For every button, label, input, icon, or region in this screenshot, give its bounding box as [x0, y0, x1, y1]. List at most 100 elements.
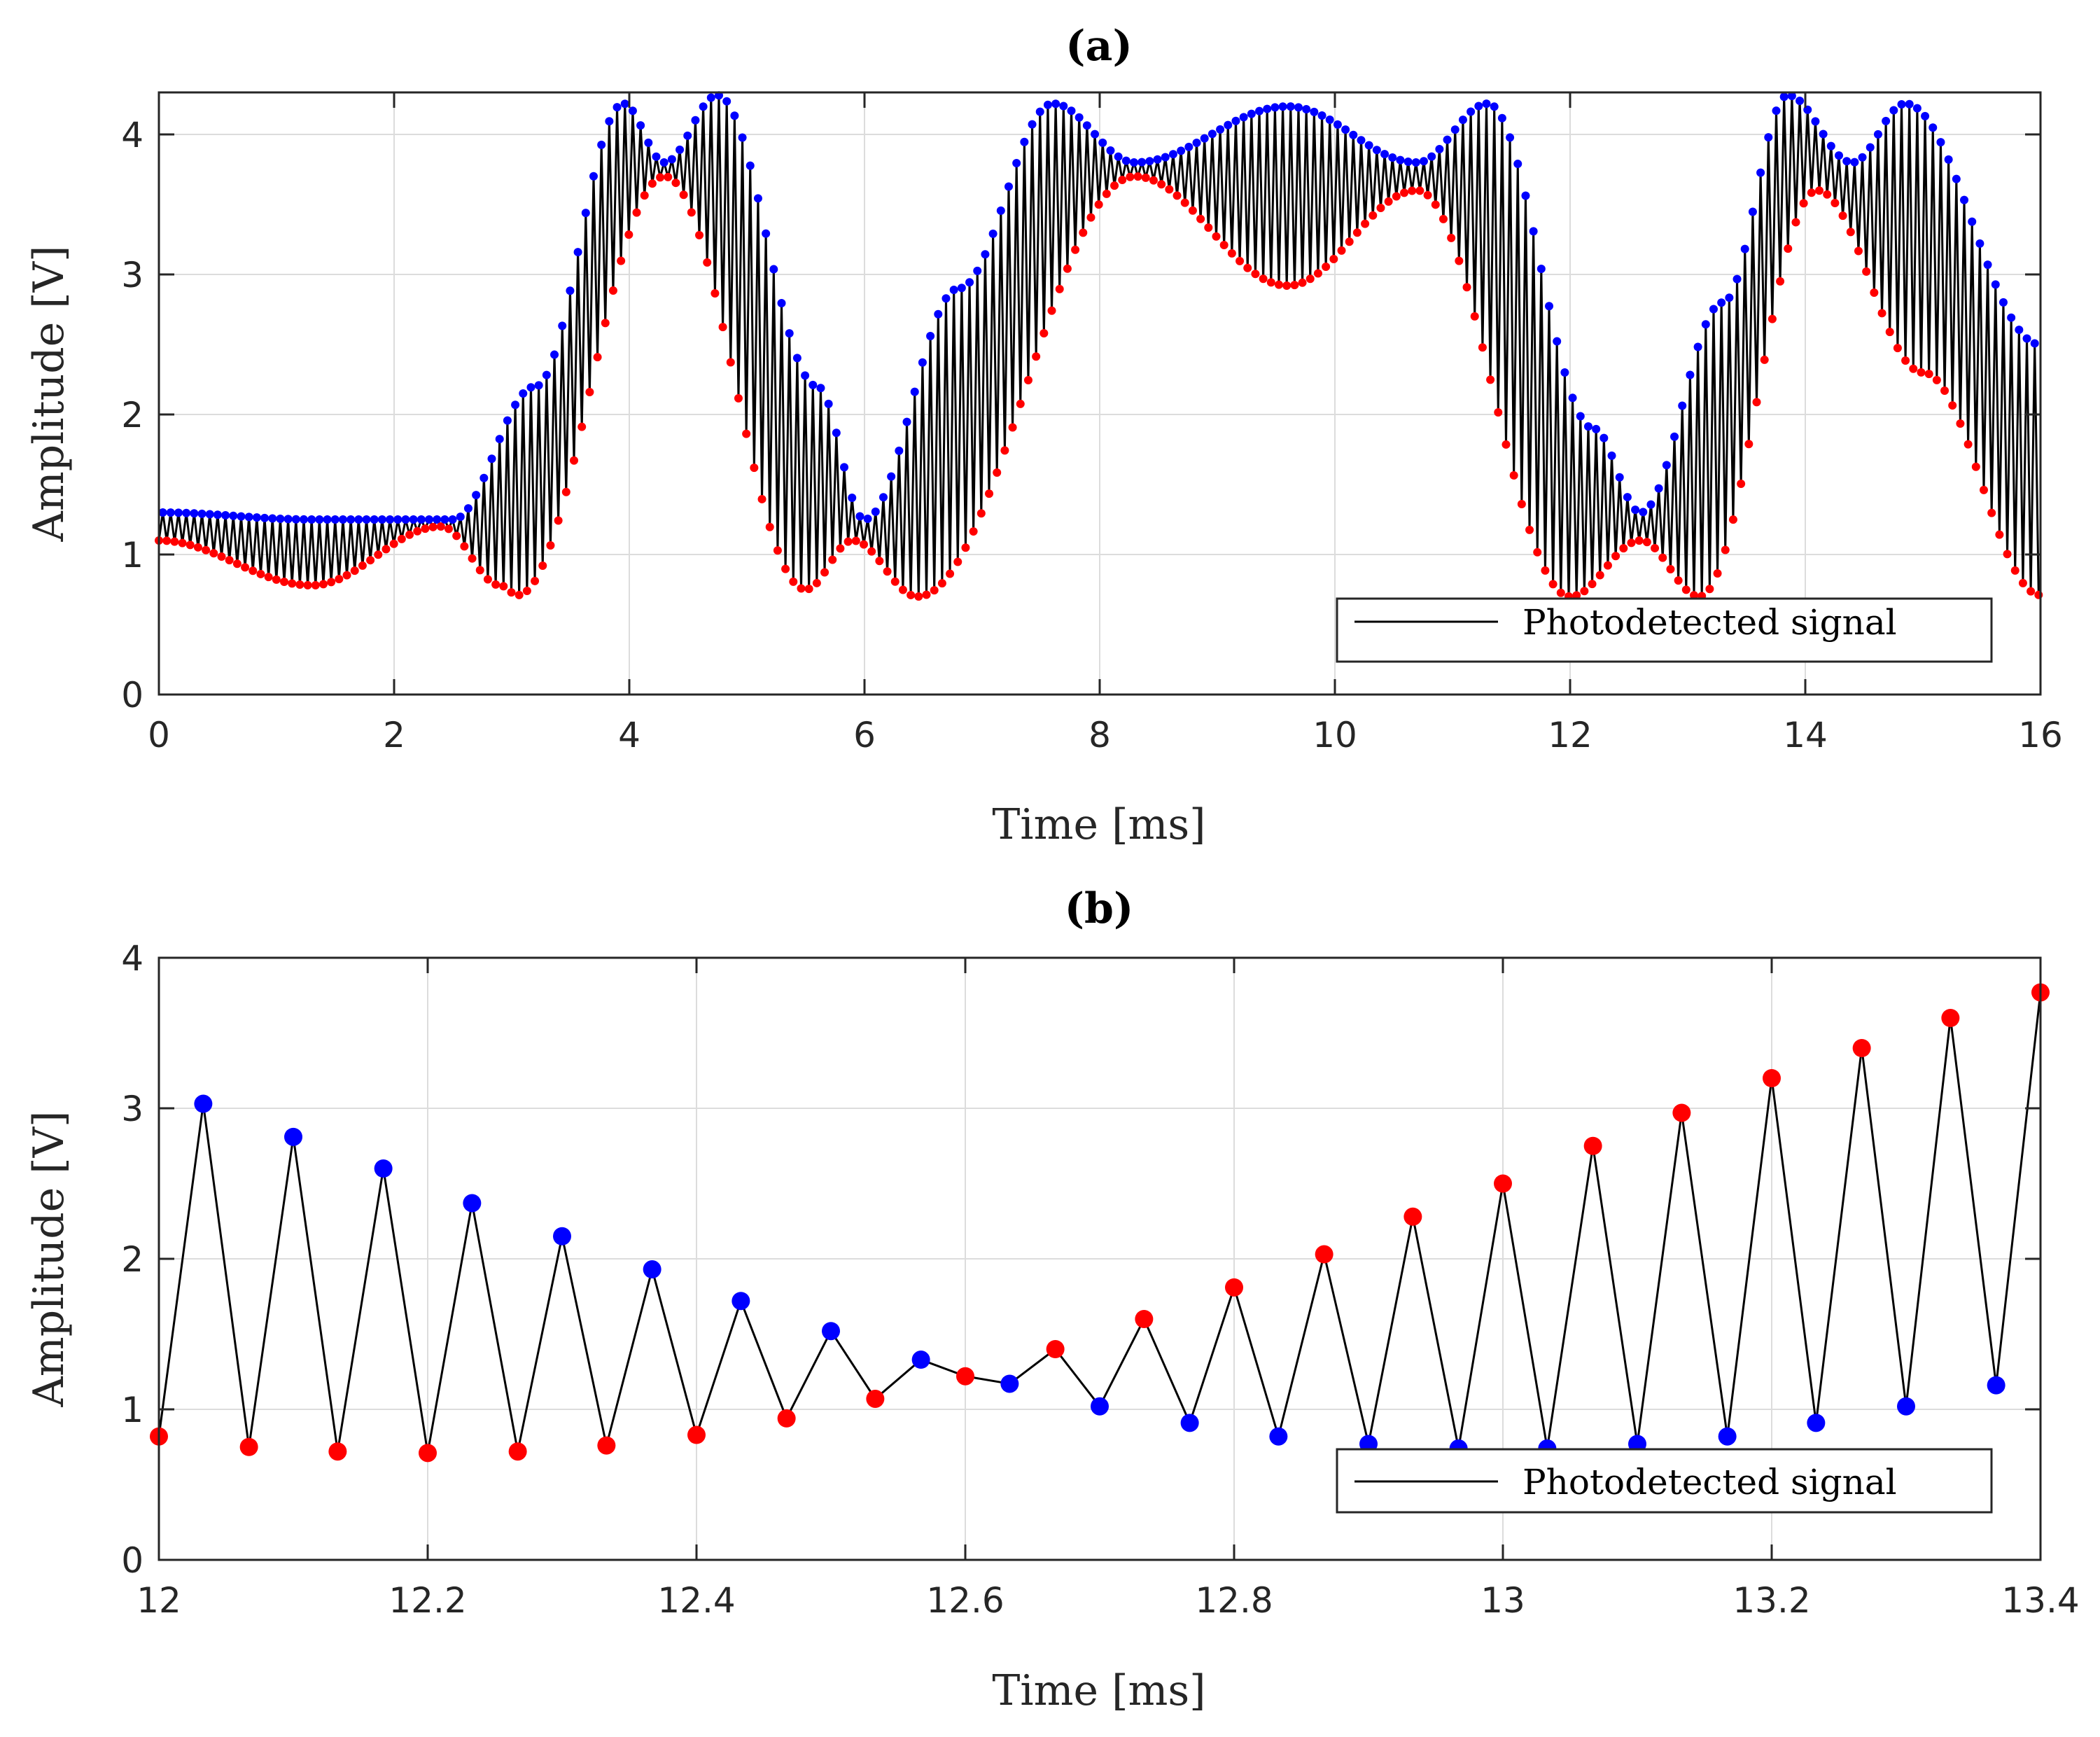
sample-point: [425, 515, 434, 524]
sample-point: [1411, 158, 1420, 167]
sample-point: [1196, 214, 1205, 223]
sample-point: [284, 515, 293, 524]
sample-point: [1490, 102, 1499, 111]
sample-point: [946, 569, 955, 578]
sample-point: [753, 194, 762, 203]
sample-point: [1611, 552, 1620, 561]
sample-point: [1098, 138, 1107, 147]
x-tick-label: 12: [136, 1580, 181, 1621]
sample-point: [1509, 470, 1518, 480]
sample-point: [1737, 480, 1746, 489]
sample-point: [174, 508, 183, 517]
sample-point: [1654, 484, 1663, 493]
sample-point: [1834, 151, 1843, 160]
sample-point: [1529, 227, 1538, 236]
sample-point: [911, 1351, 930, 1369]
sample-point: [1991, 280, 2000, 289]
sample-point: [538, 561, 547, 571]
sample-point: [1482, 99, 1491, 109]
sample-point: [479, 473, 489, 482]
sample-point: [1525, 525, 1534, 534]
sample-point: [1079, 228, 1088, 237]
sample-point: [1600, 433, 1609, 442]
sample-point: [1852, 1039, 1871, 1057]
sample-point: [687, 208, 696, 217]
panel-b-series: [158, 992, 2042, 1453]
sample-point: [648, 179, 657, 188]
sample-point: [514, 590, 524, 599]
sample-point: [722, 97, 732, 106]
sample-point: [1177, 146, 1186, 155]
sample-point: [1811, 117, 1820, 126]
sample-point: [765, 522, 774, 531]
sample-point: [1431, 200, 1440, 209]
sample-point: [851, 536, 860, 545]
sample-point: [906, 590, 916, 599]
sample-point: [522, 586, 531, 595]
sample-point: [1016, 399, 1025, 408]
sample-point: [374, 1159, 393, 1178]
sample-point: [1897, 1397, 1915, 1416]
sample-point: [1944, 155, 1953, 164]
sample-point: [981, 250, 990, 259]
sample-point: [859, 540, 868, 549]
sample-point: [1740, 244, 1749, 253]
sample-point: [1893, 344, 1902, 353]
sample-point: [1952, 174, 1961, 183]
sample-point: [2003, 550, 2012, 559]
sample-point: [1274, 280, 1283, 289]
sample-point: [460, 542, 469, 551]
sample-point: [1458, 116, 1467, 125]
sample-point: [1678, 401, 1687, 410]
sample-point: [703, 258, 712, 267]
sample-point: [1114, 152, 1123, 161]
sample-point: [828, 555, 837, 564]
sample-point: [1553, 337, 1562, 346]
sample-point: [1905, 99, 1914, 109]
sample-point: [1224, 120, 1233, 130]
sample-point: [1008, 423, 1017, 432]
sample-point: [1718, 1427, 1737, 1446]
sample-point: [1672, 1103, 1691, 1122]
sample-point: [239, 1437, 258, 1456]
sample-point: [941, 294, 951, 303]
sample-point: [553, 1227, 571, 1246]
sample-point: [887, 472, 896, 481]
sample-point: [1165, 185, 1174, 194]
sample-point: [1826, 141, 1835, 151]
sample-point: [746, 161, 755, 170]
sample-point: [1870, 288, 1879, 298]
sample-point: [182, 508, 191, 517]
sample-point: [1603, 561, 1612, 570]
sample-point: [1322, 262, 1331, 271]
sample-point: [561, 487, 570, 496]
sample-point: [232, 559, 241, 568]
sample-point: [503, 416, 512, 425]
sample-point: [444, 524, 453, 533]
panel-a-ylabel: Amplitude [V]: [24, 246, 74, 543]
sample-point: [617, 256, 626, 265]
sample-point: [1674, 576, 1683, 585]
sample-point: [366, 556, 375, 565]
sample-point: [1384, 197, 1393, 206]
sample-point: [1686, 370, 1695, 379]
sample-point: [930, 586, 939, 595]
sample-point: [956, 1367, 974, 1386]
y-tick-label: 4: [121, 115, 144, 155]
sample-point: [1270, 103, 1280, 112]
sample-point: [393, 515, 402, 524]
sample-point: [1830, 198, 1840, 207]
sample-point: [1082, 121, 1091, 130]
sample-point: [1236, 256, 1245, 265]
sample-point: [1486, 375, 1495, 384]
sample-point: [229, 511, 238, 520]
sample-point: [1012, 159, 1021, 168]
sample-point: [1352, 228, 1362, 237]
sample-point: [358, 561, 367, 570]
sample-point: [1212, 232, 1221, 241]
sample-point: [1901, 356, 1910, 365]
sample-point: [1807, 1414, 1826, 1432]
y-tick-label: 2: [121, 1239, 144, 1280]
sample-point: [1634, 536, 1644, 545]
